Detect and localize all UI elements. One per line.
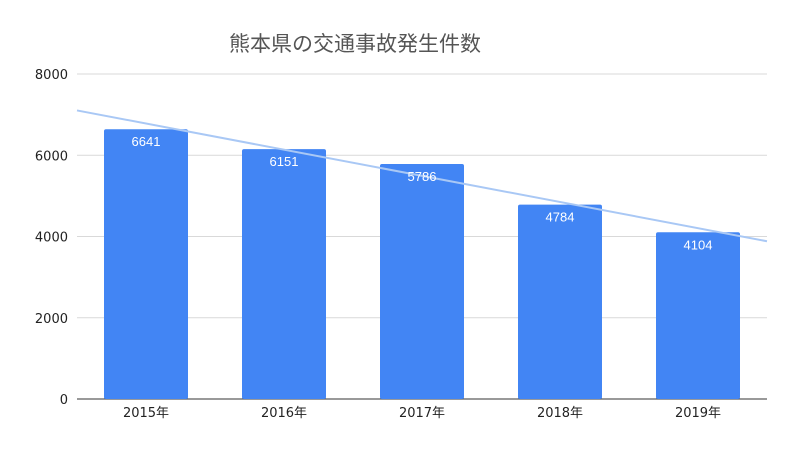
x-axis-tick-labels: 2015年 2016年 2017年 2018年 2019年 xyxy=(123,406,721,421)
data-label: 6151 xyxy=(270,154,299,169)
bar xyxy=(104,129,188,399)
data-label: 5786 xyxy=(408,169,437,184)
data-labels: 6641 6151 5786 4784 4104 xyxy=(132,134,713,252)
trendline xyxy=(76,109,768,243)
x-tick-label: 2016年 xyxy=(261,406,307,421)
y-tick-label: 6000 xyxy=(35,149,68,164)
y-tick-label: 8000 xyxy=(35,68,68,83)
data-label: 4784 xyxy=(546,210,575,225)
y-tick-label: 4000 xyxy=(35,231,68,246)
y-axis-tick-labels: 0 2000 4000 6000 8000 xyxy=(35,68,68,408)
x-tick-label: 2017年 xyxy=(399,406,445,421)
trendline-layer xyxy=(76,109,768,243)
bar xyxy=(380,163,464,399)
y-tick-label: 2000 xyxy=(35,312,68,327)
bar xyxy=(518,204,602,399)
data-label: 6641 xyxy=(132,134,161,149)
x-tick-label: 2019年 xyxy=(675,406,721,421)
data-label: 4104 xyxy=(684,237,713,252)
x-tick-label: 2015年 xyxy=(123,406,169,421)
x-tick-label: 2018年 xyxy=(537,406,583,421)
bar xyxy=(656,232,740,399)
chart-title: 熊本県の交通事故発生件数 xyxy=(229,32,481,56)
bar xyxy=(242,149,326,399)
bars xyxy=(104,129,740,399)
y-tick-label: 0 xyxy=(60,393,68,408)
